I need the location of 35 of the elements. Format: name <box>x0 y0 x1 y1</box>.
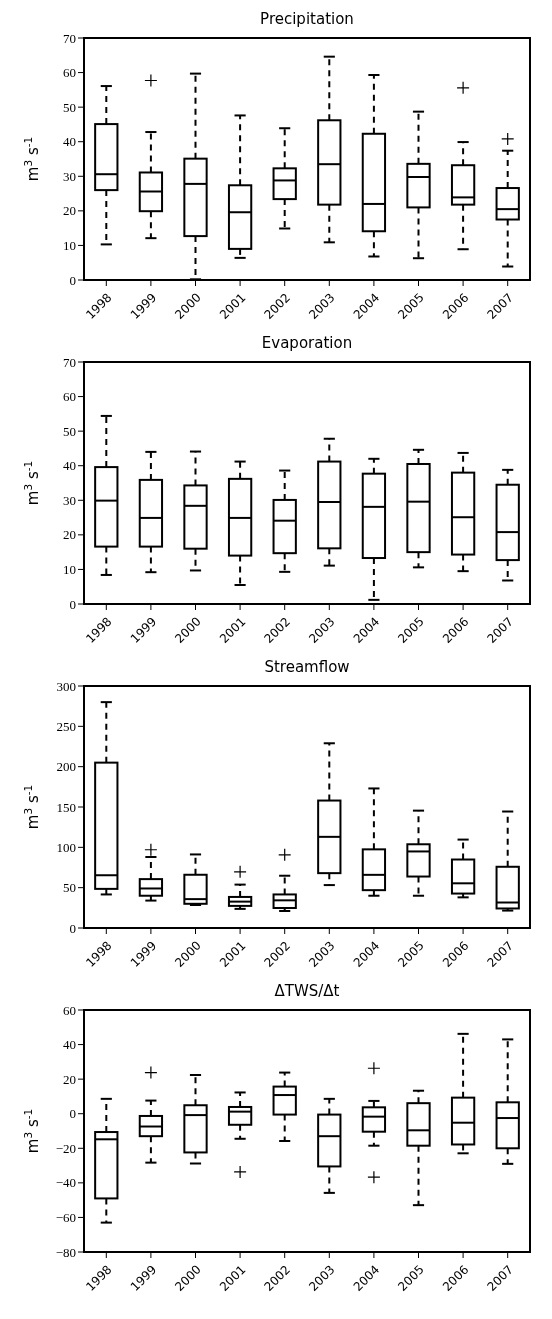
y-tick-label: 50 <box>63 99 76 115</box>
y-tick-label: 10 <box>63 238 76 254</box>
chart-title: Streamflow <box>263 657 351 678</box>
y-tick-label: 40 <box>63 1037 76 1053</box>
y-tick-label: 0 <box>69 596 76 612</box>
y-tick-label: 40 <box>63 458 76 474</box>
y-tick-label: 0 <box>69 1106 76 1122</box>
y-tick-label: 300 <box>56 678 76 694</box>
y-tick-label: 150 <box>56 799 76 815</box>
y-tick-label: 60 <box>63 65 76 81</box>
chart-title: ΔTWS/Δt <box>273 981 341 1002</box>
y-tick-label: 20 <box>63 527 76 543</box>
y-tick-label: 50 <box>63 423 76 439</box>
y-tick-label: 0 <box>69 272 76 288</box>
y-tick-label: 70 <box>63 30 76 46</box>
y-tick-label: 250 <box>56 718 76 734</box>
y-tick-label: 20 <box>63 203 76 219</box>
y-tick-label: 20 <box>63 1071 76 1087</box>
chart-title: Precipitation <box>259 9 355 30</box>
y-tick-label: −40 <box>55 1175 76 1191</box>
y-tick-label: 60 <box>63 1002 76 1018</box>
y-tick-label: 30 <box>63 168 76 184</box>
y-tick-label: 200 <box>56 759 76 775</box>
y-tick-label: 60 <box>63 389 76 405</box>
y-tick-label: 70 <box>63 354 76 370</box>
y-tick-label: 50 <box>63 880 76 896</box>
y-tick-label: −60 <box>55 1210 76 1226</box>
y-tick-label: 100 <box>56 839 76 855</box>
chart-title: Evaporation <box>260 333 354 354</box>
y-tick-label: 30 <box>63 492 76 508</box>
y-tick-label: −80 <box>55 1244 76 1260</box>
y-tick-label: 10 <box>63 562 76 578</box>
y-tick-label: −20 <box>55 1140 76 1156</box>
y-tick-label: 0 <box>69 920 76 936</box>
y-tick-label: 40 <box>63 134 76 150</box>
